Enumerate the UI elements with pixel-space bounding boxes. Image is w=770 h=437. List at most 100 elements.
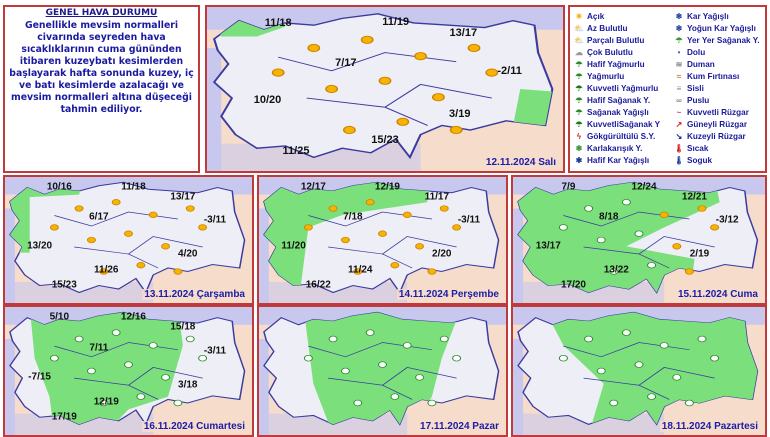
turkey-map [5,307,252,435]
rain-cloud-icon [185,335,195,343]
snow-icon: ❄ [675,11,683,21]
sun-icon [390,262,400,269]
legend-label: Yağmurlu [587,71,625,81]
cloud-icon: ☁ [575,47,583,57]
temperature-label: 2/19 [689,248,710,260]
sun-icon [378,76,392,85]
legend-label: Hafif Sağanak Y. [587,95,651,105]
sun-icon [99,268,109,275]
map-date: 18.11.2024 Pazartesi [659,421,760,432]
legend-label: Duman [687,59,715,69]
temperature-label: 7/9 [561,181,576,193]
rain-cloud-icon [647,393,657,400]
precipitation-area [518,182,720,293]
temperature-label: 12/24 [631,181,657,193]
temperature-label: 7/11 [89,342,109,354]
general-forecast-panel: GENEL HAVA DURUMU Genellikle mevsim norm… [3,5,200,173]
legend-label: Çok Bulutlu [587,47,633,57]
legend-item: ☂ Hafif Yağmurlu [574,58,674,70]
temperature-label: -3/11 [457,214,481,226]
light-shower-icon: ☂ [575,95,583,105]
temperature-label: 11/20 [281,240,306,252]
thunderstorm-icon: ϟ [576,131,582,141]
legend-item: ≋ Duman [674,58,761,70]
land-area [212,13,554,160]
legend-item: ☂ KuvvetliSağanak Y [574,118,674,130]
sun-icon [74,205,84,212]
cold-icon: 🌡 [674,155,685,165]
precipitation-area [9,182,85,253]
legend-label: Hafif Yağmurlu [587,59,645,69]
rain-cloud-icon [452,354,462,362]
legend-label: Yoğun Kar Yağışlı [687,23,756,33]
rain-cloud-icon [173,399,183,407]
scattered-shower-icon: ☂ [675,35,683,45]
hot-icon: 🌡 [674,143,685,153]
temperature-label: 6/17 [89,211,109,223]
rain-cloud-icon [596,236,606,244]
legend-item: ☀ Açık [574,10,674,22]
legend-item: 🌡 Soguk [674,154,761,166]
heavy-shower-icon: ☂ [575,119,583,129]
temperature-label: 16/22 [305,279,331,291]
sleet-icon: ❄ [575,143,583,153]
forecast-map: 7/9 12/24 12/21 8/18 -3/12 13/17 2/19 13/22 17/2… [511,175,767,305]
temperature-label: -2/11 [497,64,522,77]
sun-icon [124,230,133,237]
sun-icon [697,205,707,212]
sun-icon [467,43,481,53]
sun-icon [415,243,424,250]
sun-icon [87,236,96,244]
temperature-label: 11/26 [94,264,119,276]
sandstorm-icon: ≈ [676,71,682,81]
sun-icon [672,243,682,250]
sun-icon [185,205,195,212]
turkey-map [513,177,765,303]
temperature-label: 17/19 [51,411,77,423]
land-area [9,181,246,294]
rain-cloud-icon [341,367,350,375]
legend-item: ❄ Karlakarışık Y. [574,142,674,154]
sun-icon [353,268,363,275]
rain-cloud-icon [402,342,412,349]
shower-icon: ☂ [575,107,583,117]
legend-label: Yer Yer Sağanak Y. [687,35,760,45]
sun-icon [161,243,170,250]
sun-icon [360,35,374,44]
sun-icon [271,68,285,77]
sun-icon [684,268,694,275]
legend-label: Kuzeyli Rüzgar [687,131,746,141]
temperature-label: 10/16 [46,181,72,193]
strong-wind-icon: ~ [676,107,682,117]
forecast-map: 10/16 11/18 13/17 6/17 -3/11 13/20 4/20 11/26 15… [3,175,254,305]
sun-icon [439,205,449,212]
rain-cloud-icon [596,367,606,375]
rain-cloud-icon [74,335,84,343]
forecast-text: Genellikle mevsim normalleri civarında s… [9,20,194,115]
turkey-map [5,177,252,303]
rain-cloud-icon [87,367,96,375]
sun-icon [111,199,121,206]
temperature-label: 7/17 [335,56,357,69]
rain-cloud-icon [439,335,449,343]
sun-icon [325,84,339,94]
legend-item: ∞ Puslu [674,94,761,106]
rain-cloud-icon [684,399,694,407]
legend-item: • Dolu [674,46,761,58]
rain-cloud-icon [390,393,400,400]
heavy-snow-icon: ❄ [675,23,683,33]
legend-item: ☂ Yer Yer Sağanak Y. [674,34,761,46]
temperature-label: 10/20 [253,94,282,107]
legend-label: Kar Yağışlı [687,11,729,21]
sun-icon [378,230,387,237]
temperature-label: 4/20 [178,248,198,260]
temperature-label: 5/10 [49,311,70,323]
temperature-label: -3/12 [715,214,739,226]
rain-cloud-icon [49,354,59,362]
legend-label: Sıcak [687,143,709,153]
temperature-label: 13/17 [535,240,561,252]
rain-cloud-icon [659,342,669,349]
temperature-label: 12/17 [300,181,326,193]
legend-label: Soguk [687,155,713,165]
legend-label: Karlakarışık Y. [587,143,643,153]
